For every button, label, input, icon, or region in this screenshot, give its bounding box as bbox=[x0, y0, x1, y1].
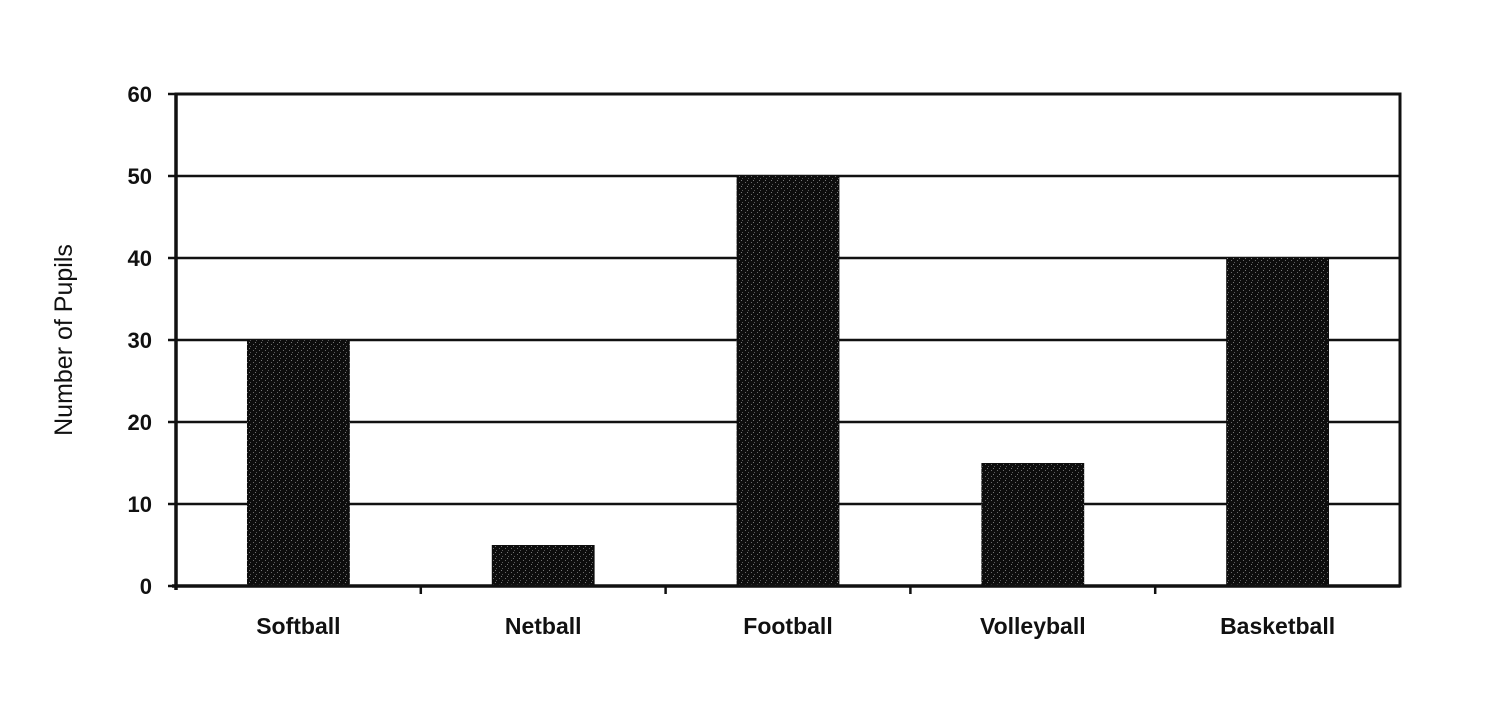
x-tick-label: Basketball bbox=[1220, 613, 1335, 639]
x-tick-label: Netball bbox=[505, 613, 582, 639]
bars bbox=[246, 176, 1330, 586]
y-tick-label: 40 bbox=[128, 246, 152, 271]
bar-basketball bbox=[1226, 258, 1330, 586]
bar-volleyball bbox=[981, 463, 1085, 586]
x-tick-labels: Softball Netball Football Volleyball Basketb… bbox=[256, 613, 1335, 639]
y-tick-label: 20 bbox=[128, 410, 152, 435]
axes bbox=[168, 92, 1400, 594]
y-tick-label: 60 bbox=[128, 82, 152, 107]
y-tick-label: 30 bbox=[128, 328, 152, 353]
x-tick-label: Volleyball bbox=[980, 613, 1086, 639]
x-tick-label: Football bbox=[743, 613, 832, 639]
y-tick-labels: 0 10 20 30 40 50 60 bbox=[128, 82, 152, 599]
bar-netball bbox=[491, 545, 595, 586]
x-tick-label: Softball bbox=[256, 613, 340, 639]
y-tick-label: 0 bbox=[140, 574, 152, 599]
bar-football bbox=[736, 176, 840, 586]
bar-softball bbox=[246, 340, 350, 586]
y-tick-label: 10 bbox=[128, 492, 152, 517]
y-tick-label: 50 bbox=[128, 164, 152, 189]
y-axis-title: Number of Pupils bbox=[50, 244, 78, 436]
